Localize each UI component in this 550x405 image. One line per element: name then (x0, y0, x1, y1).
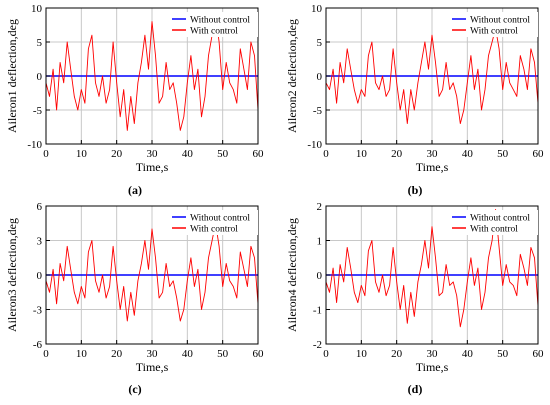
y-tick-label: -6 (33, 339, 43, 351)
y-tick-label: 0 (317, 71, 323, 83)
x-tick-label: 0 (323, 348, 329, 360)
legend-background (170, 210, 258, 235)
series-line-with-control (325, 27, 539, 125)
x-tick-label: 40 (182, 148, 194, 160)
x-tick-label: 0 (43, 148, 49, 160)
y-tick-label: 5 (317, 37, 323, 49)
x-tick-label: 50 (497, 148, 509, 160)
x-tick-label: 30 (427, 348, 439, 360)
legend-label: With control (470, 225, 518, 235)
x-tick-label: 40 (182, 348, 194, 360)
x-tick-label: 20 (111, 348, 123, 360)
x-tick-label: 20 (391, 348, 403, 360)
chart-panel-b: 0 10 20 30 40 50 60 -10 -5 0 5 10 Time,s Aileron2 def… (285, 3, 544, 197)
legend-label: Without control (190, 16, 250, 26)
x-tick-label: 60 (533, 148, 545, 160)
y-tick-label: 2 (317, 201, 323, 213)
x-tick-label: 10 (76, 148, 88, 160)
y-tick-label: 5 (37, 37, 43, 49)
y-tick-label: 1 (317, 236, 323, 248)
y-tick-label: -3 (33, 305, 43, 317)
x-tick-label: 50 (217, 348, 229, 360)
x-tick-label: 40 (462, 348, 474, 360)
panel-label: (d) (408, 382, 423, 396)
x-tick-label: 0 (43, 348, 49, 360)
x-tick-label: 60 (253, 348, 265, 360)
chart-panel-c: 0 10 20 30 40 50 60 -6 -3 0 3 6 Time,s Aileron3 defle… (5, 201, 264, 396)
y-tick-label: -2 (313, 339, 322, 351)
legend-label: Without control (470, 214, 530, 224)
panel-label: (c) (128, 382, 141, 396)
y-tick-label: -5 (33, 105, 43, 117)
panel-label: (a) (128, 183, 142, 197)
chart-panel-d: 0 10 20 30 40 50 60 -2 -1 0 1 2 Time,s Aileron4 defle… (285, 201, 544, 396)
legend-background (450, 12, 538, 37)
x-tick-label: 10 (356, 148, 368, 160)
y-axis-title: Aileron2 deflection,deg (285, 19, 299, 133)
x-tick-label: 10 (356, 348, 368, 360)
legend-label: With control (190, 225, 238, 235)
y-tick-label: -10 (27, 139, 42, 151)
legend-background (170, 12, 258, 37)
y-tick-label: 0 (317, 270, 323, 282)
x-tick-label: 30 (147, 348, 159, 360)
y-tick-label: 0 (37, 270, 43, 282)
y-tick-label: 10 (31, 3, 43, 15)
x-axis-title: Time,s (136, 160, 169, 174)
legend-label: Without control (190, 214, 250, 224)
x-tick-label: 20 (111, 148, 123, 160)
chart-panel-a: 0 10 20 30 40 50 60 -10 -5 0 5 10 Time,s Aileron1 def… (5, 3, 264, 197)
y-tick-label: 6 (37, 201, 43, 213)
series-line-with-control (45, 14, 259, 131)
y-axis-title: Aileron4 deflection,deg (285, 218, 299, 332)
x-axis-title: Time,s (416, 360, 449, 374)
x-tick-label: 60 (253, 148, 265, 160)
y-tick-label: -1 (313, 305, 322, 317)
x-tick-label: 40 (462, 148, 474, 160)
x-axis-title: Time,s (136, 360, 169, 374)
y-tick-label: 10 (311, 3, 323, 15)
y-tick-label: -10 (307, 139, 322, 151)
series-line-with-control (45, 222, 259, 322)
y-tick-label: -5 (313, 105, 323, 117)
x-tick-label: 60 (533, 348, 545, 360)
x-tick-label: 50 (497, 348, 509, 360)
panel-label: (b) (408, 183, 423, 197)
x-tick-label: 0 (323, 148, 329, 160)
x-tick-label: 30 (147, 148, 159, 160)
x-tick-label: 20 (391, 148, 403, 160)
y-axis-title: Aileron1 deflection,deg (5, 19, 19, 133)
legend-background (450, 210, 538, 235)
x-tick-label: 30 (427, 148, 439, 160)
legend-label: With control (470, 27, 518, 37)
y-tick-label: 3 (37, 236, 43, 248)
series-line-with-control (325, 209, 539, 328)
x-axis-title: Time,s (416, 160, 449, 174)
legend-label: Without control (470, 16, 530, 26)
x-tick-label: 50 (217, 148, 229, 160)
y-tick-label: 0 (37, 71, 43, 83)
legend-label: With control (190, 27, 238, 37)
y-axis-title: Aileron3 deflection,deg (5, 218, 19, 332)
x-tick-label: 10 (76, 348, 88, 360)
